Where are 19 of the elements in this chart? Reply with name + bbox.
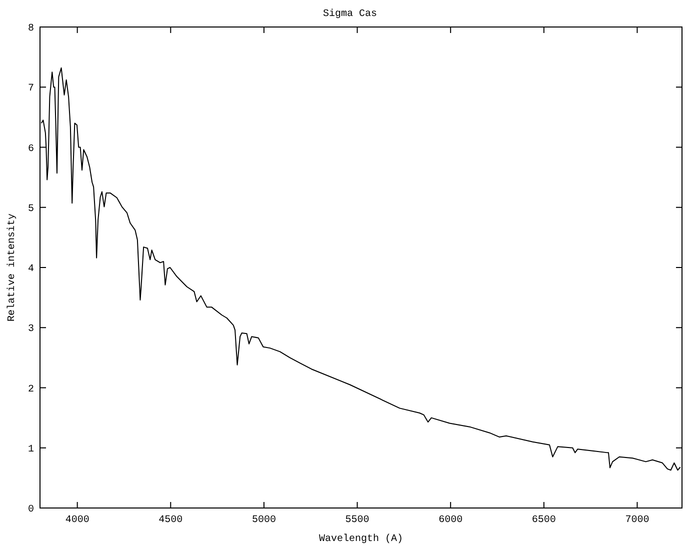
y-tick-label: 3 [28,324,34,336]
x-tick-label: 6000 [438,515,463,526]
y-tick-label: 8 [28,24,34,34]
x-tick-label: 5500 [345,515,370,526]
y-tick-label: 2 [28,384,34,396]
y-tick-label: 4 [28,264,34,275]
y-tick-label: 6 [28,144,34,155]
y-tick-label: 7 [28,84,34,95]
x-tick-label: 4500 [158,515,183,526]
y-tick-label: 1 [28,444,34,456]
y-tick-label: 5 [28,204,34,215]
y-tick-label: 0 [28,504,34,516]
x-tick-label: 4000 [65,515,90,526]
x-axis-title: Wavelength (A) [318,533,404,545]
chart-title: Sigma Cas [322,8,378,20]
x-tick-label: 5000 [252,515,276,526]
x-tick-label: 6500 [532,515,556,526]
x-tick-label: 7000 [625,515,650,526]
y-axis-title: Relative intensity [6,213,18,322]
